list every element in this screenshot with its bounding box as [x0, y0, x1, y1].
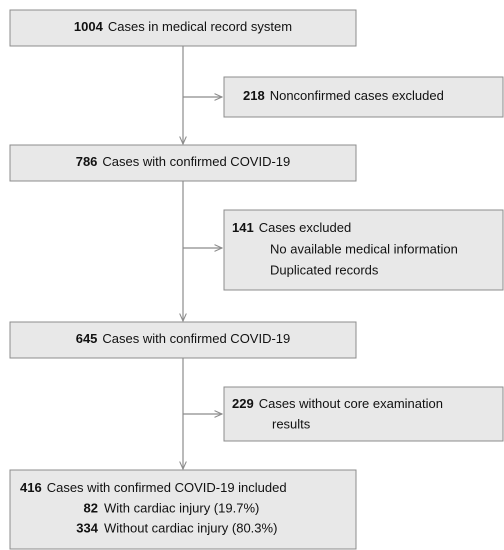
box-text: 1004 Cases in medical record system — [74, 19, 292, 34]
count: 1004 — [74, 19, 104, 34]
box-text: 229 Cases without core examination — [232, 396, 443, 411]
box-text: results — [272, 416, 311, 431]
box-text: 786 Cases with confirmed COVID-19 — [76, 154, 291, 169]
label: With cardiac injury (19.7%) — [104, 500, 259, 515]
label: Cases excluded — [259, 220, 352, 235]
box — [9, 321, 357, 359]
box — [9, 144, 357, 182]
label: Nonconfirmed cases excluded — [270, 88, 444, 103]
box — [9, 469, 357, 550]
label: Cases with confirmed COVID-19 — [102, 331, 290, 346]
count: 218 — [243, 88, 265, 103]
box-text: 416 Cases with confirmed COVID-19 include… — [20, 480, 287, 495]
box — [223, 76, 504, 118]
label: Cases without core examination — [259, 396, 443, 411]
box-text: 218 Nonconfirmed cases excluded — [243, 88, 444, 103]
label: Cases with confirmed COVID-19 included — [47, 480, 287, 495]
box-text: Duplicated records — [270, 262, 379, 277]
box — [223, 209, 504, 291]
count: 416 — [20, 480, 42, 495]
count: 229 — [232, 396, 254, 411]
box-text: No available medical information — [270, 241, 458, 256]
count: 786 — [76, 154, 98, 169]
count: 645 — [76, 331, 98, 346]
box — [9, 9, 357, 47]
box-text: 645 Cases with confirmed COVID-19 — [76, 331, 291, 346]
label: Cases with confirmed COVID-19 — [102, 154, 290, 169]
count: 82 — [84, 500, 98, 515]
label: Without cardiac injury (80.3%) — [104, 520, 277, 535]
count: 141 — [232, 220, 254, 235]
box-text: 141 Cases excluded — [232, 220, 351, 235]
box — [223, 386, 504, 442]
label: Cases in medical record system — [108, 19, 292, 34]
count: 334 — [76, 520, 98, 535]
